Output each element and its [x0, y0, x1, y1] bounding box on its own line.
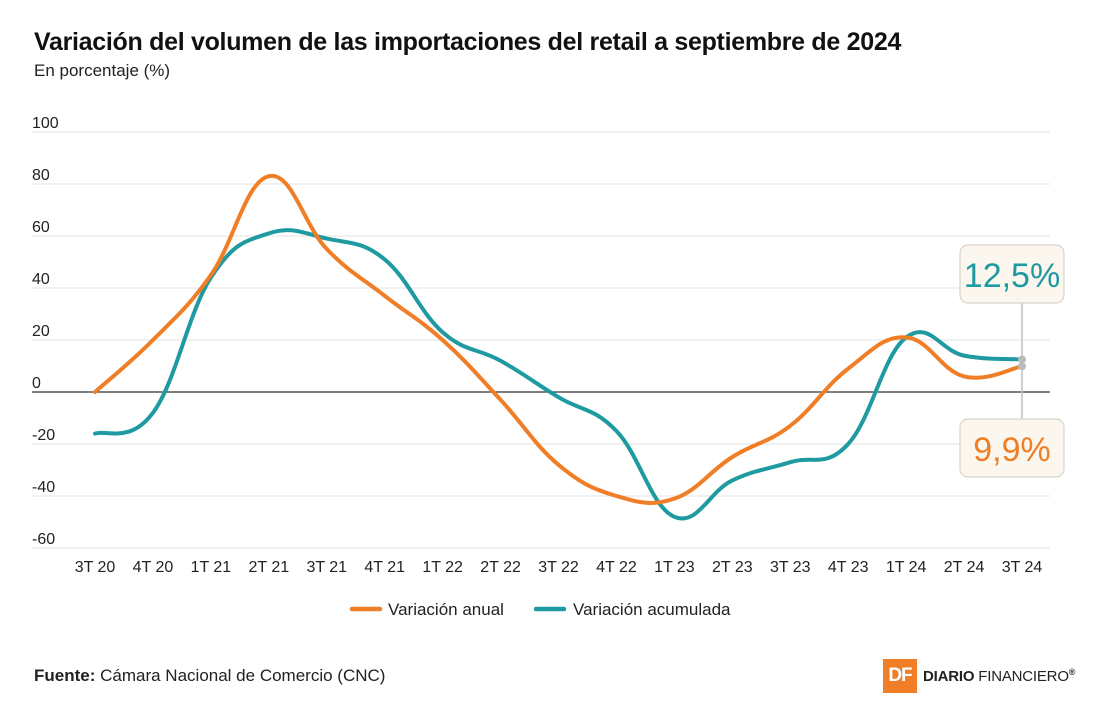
series-lines [93, 174, 1026, 521]
callout-anual-label: 9,9% [973, 431, 1051, 469]
x-tick-label: 3T 20 [75, 559, 116, 576]
y-tick-label: -20 [32, 427, 55, 444]
y-tick-label: 20 [32, 323, 50, 340]
callout-anual-box [959, 418, 1065, 478]
y-tick-label: 0 [32, 375, 41, 392]
grid-lines [32, 131, 1050, 549]
series-line-variacion-anual [93, 174, 1024, 505]
legend-label-acumulada: Variación acumulada [573, 600, 731, 619]
x-tick-label: 4T 22 [596, 559, 637, 576]
x-tick-label: 1T 21 [191, 559, 232, 576]
logo-registered: ® [1068, 667, 1076, 677]
callout-acumulada-box [959, 244, 1065, 304]
series-line-variacion-acumulada [93, 228, 1024, 521]
x-tick-label: 4T 20 [133, 559, 174, 576]
y-tick-label: -60 [32, 531, 55, 548]
x-tick-label: 2T 21 [249, 559, 290, 576]
logo-word-2: FINANCIERO [978, 668, 1069, 685]
source-note: Fuente: Cámara Nacional de Comercio (CNC… [34, 666, 385, 686]
end-point-variacion-anual [1018, 362, 1026, 371]
chart-title: Variación del volumen de las importacion… [34, 28, 902, 56]
publisher-logo: DF DIARIO FINANCIERO® [883, 659, 1075, 693]
y-tick-label: 60 [32, 219, 50, 236]
y-axis-ticks: 100 80 60 40 20 0 -20 -40 -60 [32, 115, 59, 548]
x-tick-label: 3T 21 [306, 559, 347, 576]
y-tick-label: 40 [32, 271, 50, 288]
chart-subtitle: En porcentaje (%) [34, 61, 171, 80]
legend-label-anual: Variación anual [388, 600, 504, 619]
x-tick-label: 1T 22 [422, 559, 463, 576]
x-tick-label: 3T 24 [1002, 559, 1043, 576]
logo-mark: DF [883, 659, 917, 693]
x-tick-label: 2T 22 [480, 559, 521, 576]
x-tick-label: 3T 22 [538, 559, 579, 576]
end-point-variacion-acumulada [1018, 355, 1026, 364]
logo-word-1: DIARIO [923, 668, 975, 685]
legend: Variación anual Variación acumulada [349, 600, 731, 619]
y-tick-label: -40 [32, 479, 55, 496]
x-tick-label: 2T 24 [944, 559, 985, 576]
x-tick-label: 4T 21 [364, 559, 405, 576]
y-tick-label: 100 [32, 115, 59, 132]
x-axis-ticks: 3T 20 4T 20 1T 21 2T 21 3T 21 4T 21 1T 22 2T 22… [75, 559, 1043, 576]
callouts: 12,5% 9,9% [959, 244, 1065, 478]
y-tick-label: 80 [32, 167, 50, 184]
logo-wordmark: DIARIO FINANCIERO® [923, 667, 1075, 685]
callout-acumulada-label: 12,5% [964, 257, 1060, 295]
source-text: Cámara Nacional de Comercio (CNC) [100, 666, 386, 685]
x-tick-label: 1T 23 [654, 559, 695, 576]
x-tick-label: 2T 23 [712, 559, 753, 576]
x-tick-label: 4T 23 [828, 559, 869, 576]
x-tick-label: 1T 24 [886, 559, 927, 576]
x-tick-label: 3T 23 [770, 559, 811, 576]
source-label: Fuente: [34, 666, 96, 685]
